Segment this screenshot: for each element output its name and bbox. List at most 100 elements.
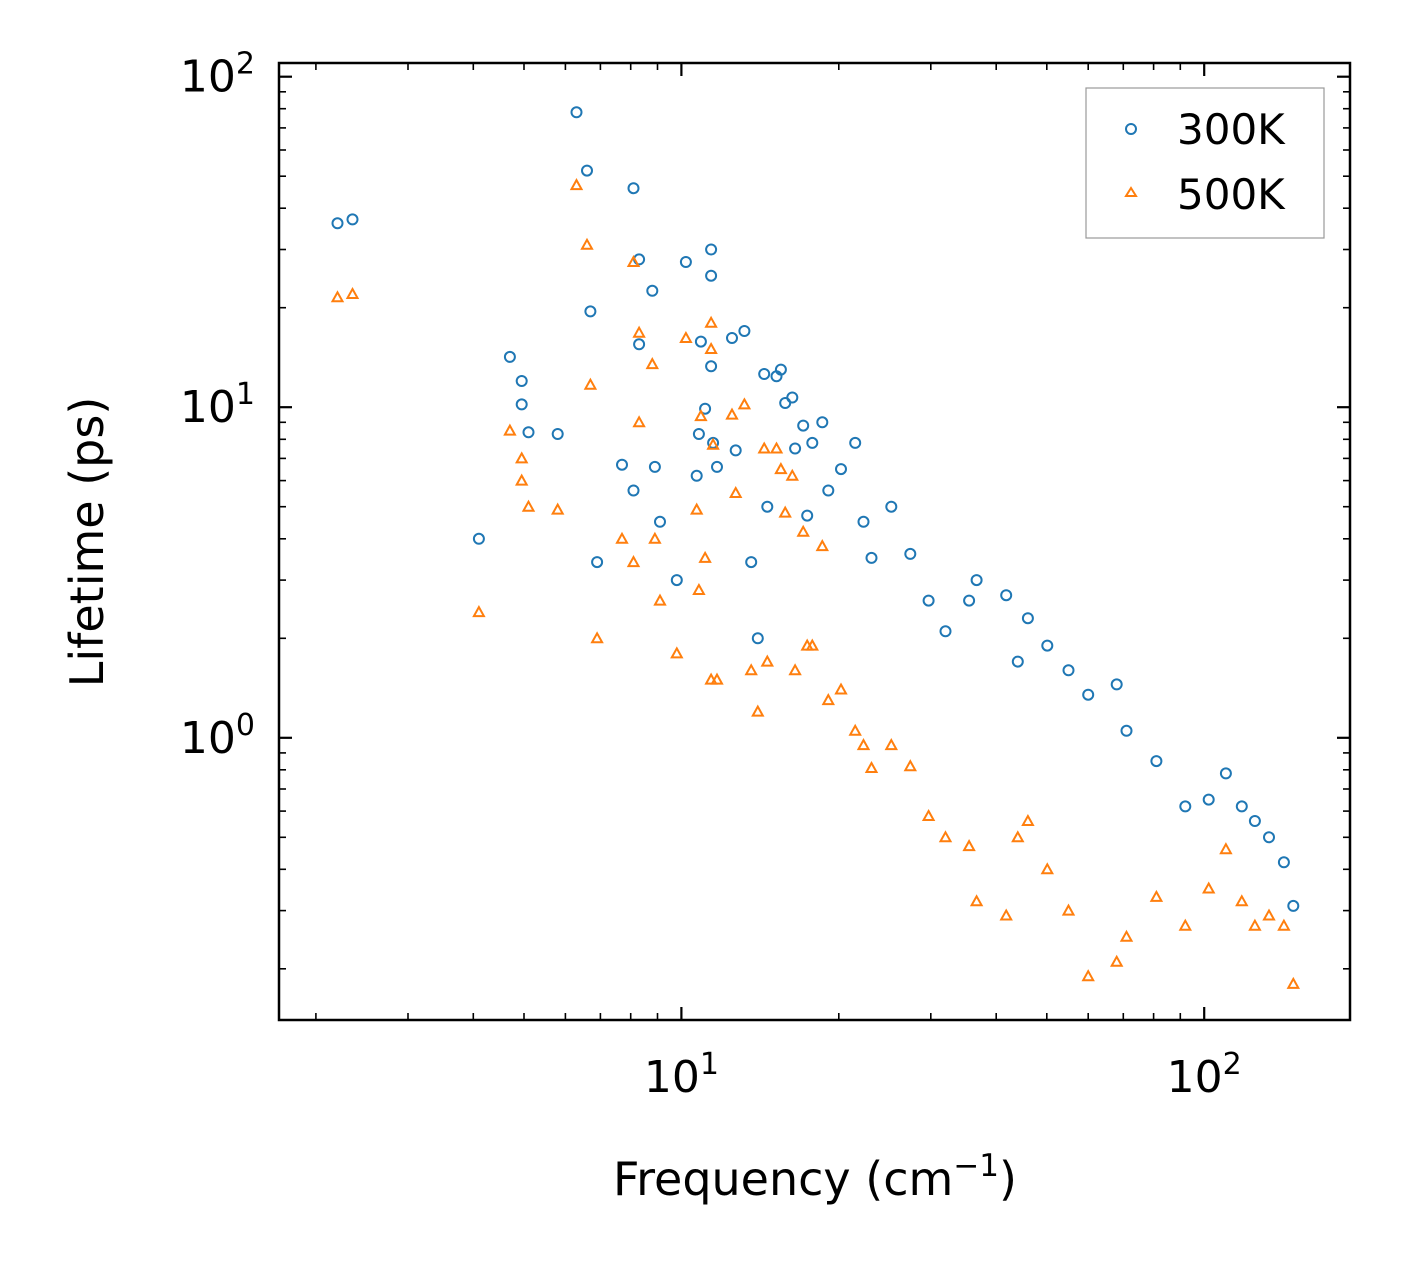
point-500k xyxy=(1286,976,1300,989)
y-tick-label: 102 xyxy=(180,47,255,103)
point-300k xyxy=(1202,793,1215,806)
point-500k xyxy=(521,499,536,512)
legend: 300K 500K xyxy=(1085,87,1325,239)
point-300k xyxy=(570,106,583,119)
point-300k xyxy=(705,360,718,373)
point-500k xyxy=(551,502,565,515)
point-300k xyxy=(694,335,707,348)
point-300k xyxy=(522,426,535,439)
point-300k xyxy=(690,469,703,482)
point-300k xyxy=(745,556,758,569)
point-300k xyxy=(1235,800,1248,813)
point-500k xyxy=(737,397,752,410)
point-300k xyxy=(1287,899,1300,912)
point-500k xyxy=(690,502,704,515)
point-300k xyxy=(654,515,666,528)
point-500k xyxy=(1040,862,1054,875)
point-300k xyxy=(670,574,683,587)
point-500k xyxy=(472,605,486,618)
point-300k xyxy=(1110,678,1123,691)
point-300k xyxy=(1150,755,1163,768)
point-500k xyxy=(725,407,739,420)
point-500k xyxy=(729,485,743,498)
legend-label-500k: 500K xyxy=(1177,170,1286,219)
point-500k xyxy=(1119,929,1134,942)
point-300k xyxy=(692,428,705,440)
point-500k xyxy=(515,473,529,486)
point-300k xyxy=(1021,612,1034,625)
legend-label-300k: 300K xyxy=(1177,105,1286,154)
point-500k xyxy=(815,539,829,552)
point-300k xyxy=(797,419,810,432)
point-300k xyxy=(346,213,359,226)
point-500k xyxy=(821,693,835,706)
point-500k xyxy=(583,377,598,390)
point-300k xyxy=(679,256,692,268)
point-300k xyxy=(699,402,712,415)
point-300k xyxy=(970,574,983,587)
point-500k xyxy=(580,237,594,250)
point-500k xyxy=(864,760,879,773)
point-300k xyxy=(1179,800,1192,813)
point-500k xyxy=(999,908,1013,921)
x-tick-label: 102 xyxy=(1167,1047,1242,1103)
point-300k xyxy=(806,436,819,449)
point-500k xyxy=(694,409,708,422)
point-500k xyxy=(969,894,984,907)
point-300k xyxy=(758,368,771,380)
point-300k xyxy=(1082,688,1095,701)
point-500k xyxy=(626,254,641,267)
point-300k xyxy=(711,460,723,473)
point-500k xyxy=(1021,813,1035,826)
point-500k xyxy=(1149,889,1164,902)
point-500k xyxy=(515,451,529,464)
point-300k xyxy=(616,458,628,471)
point-300k xyxy=(648,460,661,473)
series-layer xyxy=(330,106,1300,989)
point-300k xyxy=(857,515,870,528)
point-300k xyxy=(646,284,659,297)
point-500k xyxy=(962,839,976,852)
point-300k xyxy=(1011,655,1024,668)
point-300k xyxy=(786,391,799,404)
point-300k xyxy=(1263,831,1275,844)
point-300k xyxy=(849,436,862,449)
point-500k xyxy=(769,441,784,454)
point-300k xyxy=(963,594,976,607)
point-300k xyxy=(751,632,764,645)
point-300k xyxy=(472,532,485,545)
point-300k xyxy=(627,484,640,497)
point-300k xyxy=(738,325,751,337)
point-300k xyxy=(515,375,528,387)
legend-marker-500k xyxy=(1124,186,1138,197)
point-500k xyxy=(615,531,629,544)
point-300k xyxy=(939,625,952,638)
point-300k xyxy=(627,182,640,195)
point-500k xyxy=(938,830,953,843)
point-500k xyxy=(590,631,604,644)
point-300k xyxy=(515,398,528,411)
ticklabel-layer: 101 102 100 101 102 xyxy=(180,47,1242,1103)
point-500k xyxy=(1277,918,1291,931)
point-300k xyxy=(331,217,344,230)
point-300k xyxy=(816,416,829,429)
point-500k xyxy=(884,738,898,751)
point-500k xyxy=(1202,881,1216,894)
point-500k xyxy=(1248,918,1262,931)
point-500k xyxy=(1081,969,1095,982)
point-500k xyxy=(626,555,641,568)
point-500k xyxy=(330,290,345,303)
point-500k xyxy=(1235,894,1249,907)
point-500k xyxy=(1011,830,1025,843)
point-300k xyxy=(1041,639,1054,652)
point-500k xyxy=(569,178,584,191)
point-500k xyxy=(503,423,517,436)
y-axis-label: Lifetime (ps) xyxy=(60,397,114,688)
point-300k xyxy=(865,551,878,564)
x-tick-label: 101 xyxy=(644,1047,719,1103)
point-300k xyxy=(705,269,718,282)
point-500k xyxy=(345,286,360,299)
point-500k xyxy=(751,704,765,717)
point-500k xyxy=(1061,903,1076,916)
legend-marker-300k xyxy=(1125,123,1137,135)
